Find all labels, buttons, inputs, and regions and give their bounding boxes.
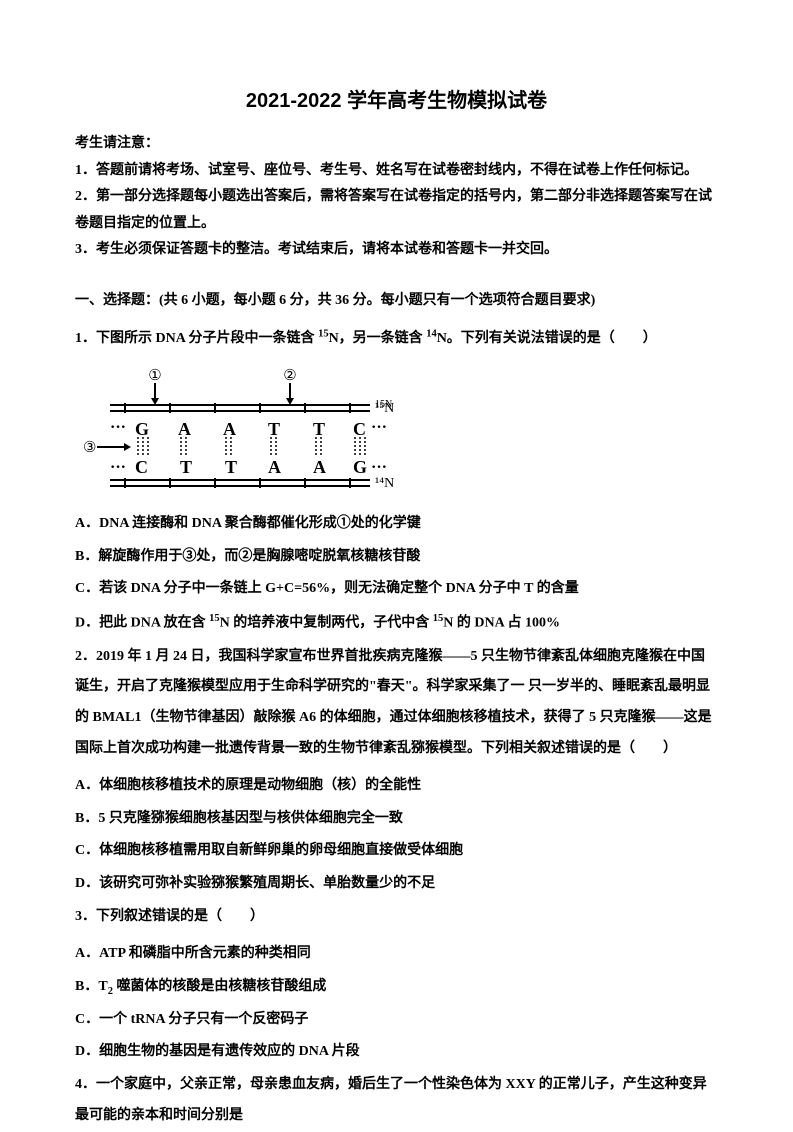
svg-text:②: ② bbox=[283, 368, 296, 384]
q1-stem-e: N。下列有关说法错误的是（ ） bbox=[437, 331, 657, 346]
q3-option-c: C．一个 tRNA 分子只有一个反密码子 bbox=[75, 1005, 718, 1036]
q1-stem-c: N，另一条链含 bbox=[329, 331, 427, 346]
svg-text:T: T bbox=[225, 457, 237, 477]
svg-text:A: A bbox=[223, 419, 236, 439]
q1-option-a: A．DNA 连接酶和 DNA 聚合酶都催化形成①处的化学键 bbox=[75, 509, 718, 540]
svg-text:A: A bbox=[178, 419, 191, 439]
q3-b-a: B．T bbox=[75, 979, 108, 994]
q1-option-d: D．把此 DNA 放在含 15N 的培养液中复制两代，子代中含 15N 的 DN… bbox=[75, 607, 718, 639]
instructions-block: 考生请注意： 1．答题前请将考场、试室号、座位号、考生号、姓名写在试卷密封线内，… bbox=[75, 131, 718, 264]
svg-text:T: T bbox=[180, 457, 192, 477]
question-4: 4．一个家庭中，父亲正常，母亲患血友病，婚后生了一个性染色体为 XXY 的正常儿… bbox=[75, 1070, 718, 1132]
q1-d-d: 15 bbox=[433, 613, 444, 624]
svg-text:···: ··· bbox=[371, 419, 387, 436]
svg-text:¹⁴N: ¹⁴N bbox=[375, 476, 394, 491]
instruction-1: 1．答题前请将考场、试室号、座位号、考生号、姓名写在试卷密封线内，不得在试卷上作… bbox=[75, 158, 718, 185]
svg-text:C: C bbox=[353, 419, 366, 439]
section-1-heading: 一、选择题：(共 6 小题，每小题 6 分，共 36 分。每小题只有一个选项符合… bbox=[75, 284, 718, 312]
svg-text:A: A bbox=[268, 457, 281, 477]
svg-text:①: ① bbox=[148, 368, 161, 384]
svg-text:T: T bbox=[268, 419, 280, 439]
q1-sup-2: 14 bbox=[426, 328, 437, 339]
svg-text:A: A bbox=[313, 457, 326, 477]
q1-option-b: B．解旋酶作用于③处，而②是胸腺嘧啶脱氧核糖核苷酸 bbox=[75, 542, 718, 573]
q3-option-d: D．细胞生物的基因是有遗传效应的 DNA 片段 bbox=[75, 1037, 718, 1068]
q2-option-d: D．该研究可弥补实验猕猴繁殖周期长、单胎数量少的不足 bbox=[75, 869, 718, 900]
q1-stem-a: 1．下图所示 DNA 分子片段中一条链含 bbox=[75, 331, 318, 346]
q2-option-c: C．体细胞核移植需用取自新鲜卵巢的卵母细胞直接做受体细胞 bbox=[75, 836, 718, 867]
q3-b-c: 噬菌体的核酸是由核糖核苷酸组成 bbox=[113, 979, 327, 994]
question-2: 2．2019 年 1 月 24 日，我国科学家宣布世界首批疾病克隆猴——5 只生… bbox=[75, 642, 718, 765]
svg-text:¹⁵N: ¹⁵N bbox=[375, 401, 394, 416]
instruction-2: 2．第一部分选择题每小题选出答案后，需将答案写在试卷指定的括号内，第二部分非选择… bbox=[75, 184, 718, 237]
svg-text:C: C bbox=[135, 457, 148, 477]
svg-text:③: ③ bbox=[83, 440, 96, 456]
q1-option-c: C．若该 DNA 分子中一条链上 G+C=56%，则无法确定整个 DNA 分子中… bbox=[75, 574, 718, 605]
instruction-3: 3．考生必须保证答题卡的整洁。考试结束后，请将本试卷和答题卡一并交回。 bbox=[75, 237, 718, 264]
svg-text:G: G bbox=[353, 457, 367, 477]
q2-option-b: B．5 只克隆猕猴细胞核基因型与核供体细胞完全一致 bbox=[75, 804, 718, 835]
question-3: 3．下列叙述错误的是（ ） bbox=[75, 902, 718, 933]
question-1: 1．下图所示 DNA 分子片段中一条链含 15N，另一条链含 14N。下列有关说… bbox=[75, 322, 718, 354]
svg-text:G: G bbox=[135, 419, 149, 439]
dna-svg: ① ② 15N ¹⁵N ··· G A A T T C ··· bbox=[75, 365, 415, 495]
instructions-heading: 考生请注意： bbox=[75, 131, 718, 158]
q1-sup-1: 15 bbox=[318, 328, 329, 339]
q1-stem: 1．下图所示 DNA 分子片段中一条链含 15N，另一条链含 14N。下列有关说… bbox=[75, 331, 657, 346]
q1-d-e: N 的 DNA 占 100% bbox=[443, 616, 560, 631]
q3-option-b: B．T2 噬菌体的核酸是由核糖核苷酸组成 bbox=[75, 972, 718, 1003]
q3-option-a: A．ATP 和磷脂中所含元素的种类相同 bbox=[75, 939, 718, 970]
svg-text:···: ··· bbox=[110, 459, 126, 476]
svg-text:···: ··· bbox=[110, 419, 126, 436]
svg-text:···: ··· bbox=[371, 459, 387, 476]
dna-figure: ① ② 15N ¹⁵N ··· G A A T T C ··· bbox=[75, 365, 718, 495]
page-title: 2021-2022 学年高考生物模拟试卷 bbox=[75, 85, 718, 117]
q1-d-c: N 的培养液中复制两代，子代中含 bbox=[220, 616, 433, 631]
q1-d-a: D．把此 DNA 放在含 bbox=[75, 616, 209, 631]
q1-d-b: 15 bbox=[209, 613, 220, 624]
q2-option-a: A．体细胞核移植技术的原理是动物细胞（核）的全能性 bbox=[75, 771, 718, 802]
svg-text:T: T bbox=[313, 419, 325, 439]
